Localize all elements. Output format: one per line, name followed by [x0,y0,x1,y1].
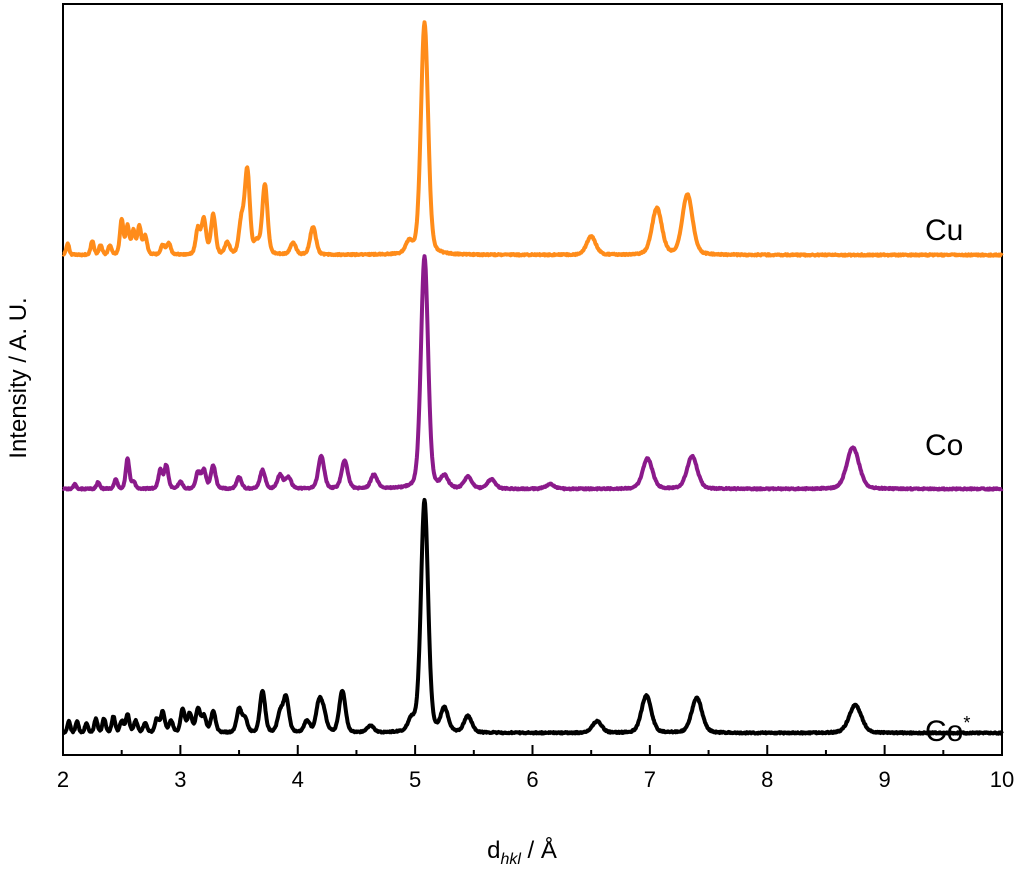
series-label: Cu [925,214,963,247]
plot-frame [62,3,1003,756]
series-label-text: Co [925,715,963,748]
series-label-superscript: * [963,713,970,733]
x-axis-ticks [62,745,1003,755]
series-label: Co* [925,713,970,748]
y-axis-title: Intensity / A. U. [5,297,32,458]
x-tick-label: 7 [644,767,656,792]
x-tick-label: 5 [409,767,421,792]
x-tick-label: 2 [57,767,69,792]
x-axis-tick-labels: 2 3 4 5 6 7 8 9 10 [57,767,1014,792]
x-axis-title-subscript: hkl [500,851,521,868]
series-line [61,254,1004,492]
series-line [61,20,1004,258]
x-axis-title-main: d [487,837,500,864]
x-tick-label: 4 [292,767,304,792]
x-tick-label: 9 [879,767,891,792]
x-tick-label: 8 [761,767,773,792]
x-axis-title-unit: / Å [521,836,557,864]
series-label-text: Cu [925,214,963,247]
series-label-text: Co [925,429,963,462]
series-line [61,497,1004,736]
x-axis-title: dhkl / Å [487,836,557,868]
x-tick-label: 3 [174,767,186,792]
series-label: Co [925,429,963,462]
series-lines [61,20,1004,736]
x-tick-label: 10 [990,767,1014,792]
x-tick-label: 6 [526,767,538,792]
